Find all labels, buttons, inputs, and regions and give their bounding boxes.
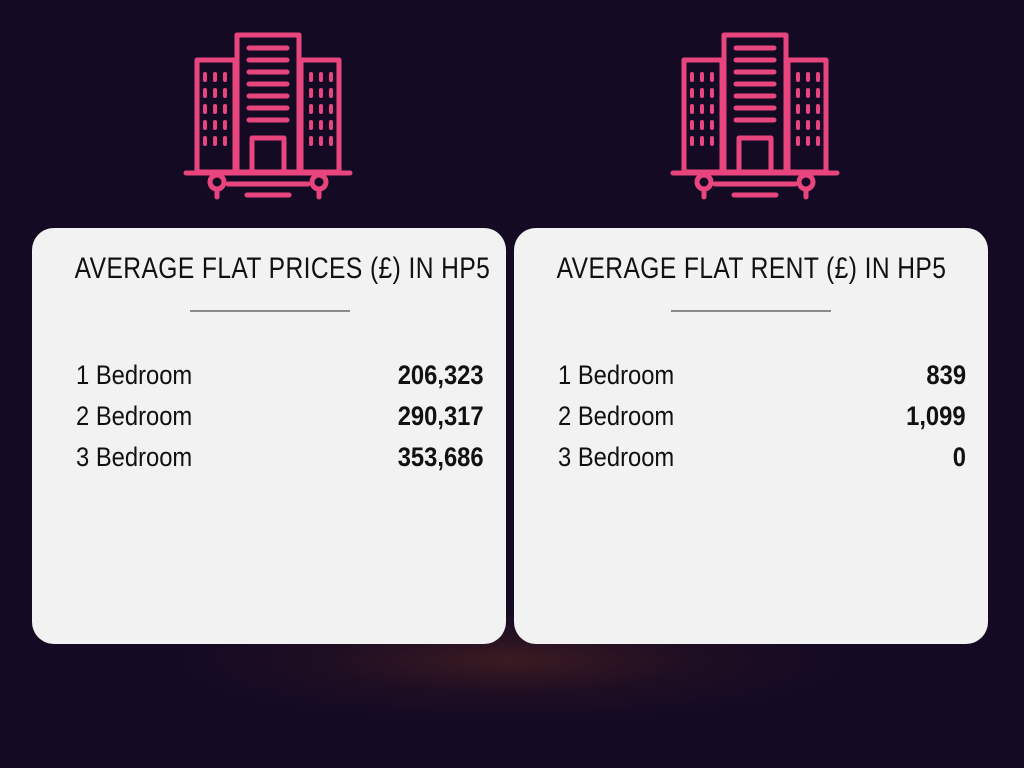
list-item: 3 Bedroom 353,686 [76,437,484,478]
list-item: 2 Bedroom 1,099 [558,396,966,437]
row-label: 3 Bedroom [558,442,675,472]
row-label: 2 Bedroom [76,401,193,431]
flat-prices-card: AVERAGE FLAT PRICES (£) IN HP5 1 Bedroom… [32,228,506,644]
rent-rows: 1 Bedroom 839 2 Bedroom 1,099 3 Bedroom … [558,355,966,478]
row-value: 353,686 [398,442,484,472]
list-item: 2 Bedroom 290,317 [76,396,484,437]
building-icon [183,32,353,202]
row-label: 3 Bedroom [76,442,193,472]
row-value: 1,099 [906,401,966,431]
list-item: 3 Bedroom 0 [558,437,966,478]
card-title: AVERAGE FLAT PRICES (£) IN HP5 [74,252,491,285]
row-value: 0 [952,442,966,472]
building-icon [670,32,840,202]
title-divider [671,310,831,312]
list-item: 1 Bedroom 206,323 [76,355,484,396]
price-rows: 1 Bedroom 206,323 2 Bedroom 290,317 3 Be… [76,355,484,478]
row-label: 1 Bedroom [558,360,675,390]
row-label: 2 Bedroom [558,401,675,431]
row-value: 290,317 [398,401,484,431]
title-divider [190,310,350,312]
flat-rent-card: AVERAGE FLAT RENT (£) IN HP5 1 Bedroom 8… [514,228,988,644]
row-value: 206,323 [398,360,484,390]
row-value: 839 [926,360,966,390]
list-item: 1 Bedroom 839 [558,355,966,396]
row-label: 1 Bedroom [76,360,193,390]
card-title: AVERAGE FLAT RENT (£) IN HP5 [556,252,947,285]
